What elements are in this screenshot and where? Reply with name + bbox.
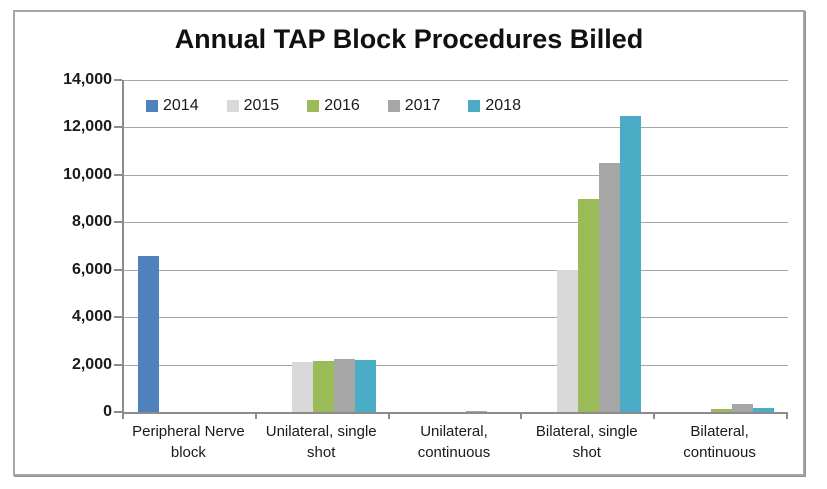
x-axis-tick xyxy=(520,412,523,419)
y-axis-label: 0 xyxy=(103,403,112,420)
legend-label: 2014 xyxy=(163,97,199,114)
x-axis-label-bilateral-continuous: Bilateral, continuous xyxy=(683,423,756,461)
gridline xyxy=(124,80,788,81)
legend-item-2017: 2017 xyxy=(387,97,441,115)
gridline xyxy=(124,222,788,224)
gridline xyxy=(124,364,788,366)
legend-label: 2015 xyxy=(243,97,280,114)
legend-swatch-icon xyxy=(387,100,400,112)
y-axis-label: 4,000 xyxy=(71,308,112,326)
plot-area: 2014 2015 2016 2017 2018 xyxy=(122,80,788,414)
y-axis-label: 8,000 xyxy=(71,213,112,231)
y-axis-label: 10,000 xyxy=(63,165,112,183)
bar-2016-unilateral-single-shot xyxy=(312,361,334,412)
x-axis-tick xyxy=(653,412,656,419)
y-axis-label: 14,000 xyxy=(63,71,112,88)
legend-swatch-icon xyxy=(226,100,239,112)
bar-group-bilateral-single-shot xyxy=(522,80,655,412)
chart-title: Annual TAP Block Procedures Billed xyxy=(174,24,644,54)
gridline xyxy=(124,127,788,129)
bar-2017-bilateral-continuous xyxy=(732,403,754,412)
legend-item-2018: 2018 xyxy=(468,97,521,115)
bar-2018-bilateral-single-shot xyxy=(620,115,642,412)
legend-label: 2016 xyxy=(324,97,360,114)
gridline xyxy=(124,174,788,176)
y-axis-tick xyxy=(114,411,122,413)
legend-item-2016: 2016 xyxy=(307,97,360,115)
y-axis-tick xyxy=(114,268,122,271)
x-axis-tick xyxy=(122,412,124,419)
legend-label: 2017 xyxy=(404,97,441,114)
bar-2017-unilateral-continuous xyxy=(466,411,488,412)
y-axis-tick xyxy=(114,221,122,224)
x-axis-label-peripheral-nerve-block: Peripheral Nerve block xyxy=(132,423,245,461)
y-axis-label: 6,000 xyxy=(71,260,112,278)
legend-label: 2018 xyxy=(485,97,521,114)
legend-item-2015: 2015 xyxy=(226,97,280,115)
bar-group-peripheral-nerve-block xyxy=(124,80,257,412)
legend-swatch-icon xyxy=(307,100,320,112)
bar-2014-peripheral-nerve-block xyxy=(137,255,159,412)
bar-group-unilateral-continuous xyxy=(390,80,523,412)
bar-group-unilateral-single-shot xyxy=(257,80,390,412)
y-axis-tick xyxy=(114,173,122,176)
x-axis-tick xyxy=(786,412,788,419)
bar-2018-unilateral-single-shot xyxy=(354,359,376,412)
gridline xyxy=(124,317,788,319)
x-axis-tick xyxy=(254,412,257,419)
y-axis-tick xyxy=(114,316,122,319)
bar-2016-bilateral-single-shot xyxy=(578,198,600,412)
x-axis-label-unilateral-single-shot: Unilateral, single shot xyxy=(265,423,377,461)
y-axis-tick xyxy=(114,363,122,366)
bar-2015-unilateral-single-shot xyxy=(291,362,313,412)
chart-legend: 2014 2015 2016 2017 2018 xyxy=(146,97,521,115)
bar-2017-unilateral-single-shot xyxy=(333,358,355,412)
x-axis-tick xyxy=(387,412,390,419)
y-axis-tick xyxy=(114,126,122,129)
bar-2017-bilateral-single-shot xyxy=(599,163,621,412)
x-axis-label-bilateral-single-shot: Bilateral, single shot xyxy=(535,423,638,461)
legend-item-2014: 2014 xyxy=(146,97,199,115)
legend-swatch-icon xyxy=(468,100,481,112)
x-axis-label-unilateral-continuous: Unilateral, continuous xyxy=(417,423,491,461)
bar-group-bilateral-continuous xyxy=(655,80,788,412)
bars-layer xyxy=(124,80,788,412)
gridline xyxy=(124,269,788,271)
y-axis-tick xyxy=(114,79,122,81)
y-axis-label: 2,000 xyxy=(71,355,112,373)
y-axis-label: 12,000 xyxy=(63,118,112,136)
legend-swatch-icon xyxy=(146,100,158,112)
bar-2018-bilateral-continuous xyxy=(753,408,775,412)
bar-2015-bilateral-single-shot xyxy=(557,269,579,412)
bar-2016-bilateral-continuous xyxy=(711,409,733,412)
chart-container: Annual TAP Block Procedures Billed 2014 2… xyxy=(13,10,805,476)
